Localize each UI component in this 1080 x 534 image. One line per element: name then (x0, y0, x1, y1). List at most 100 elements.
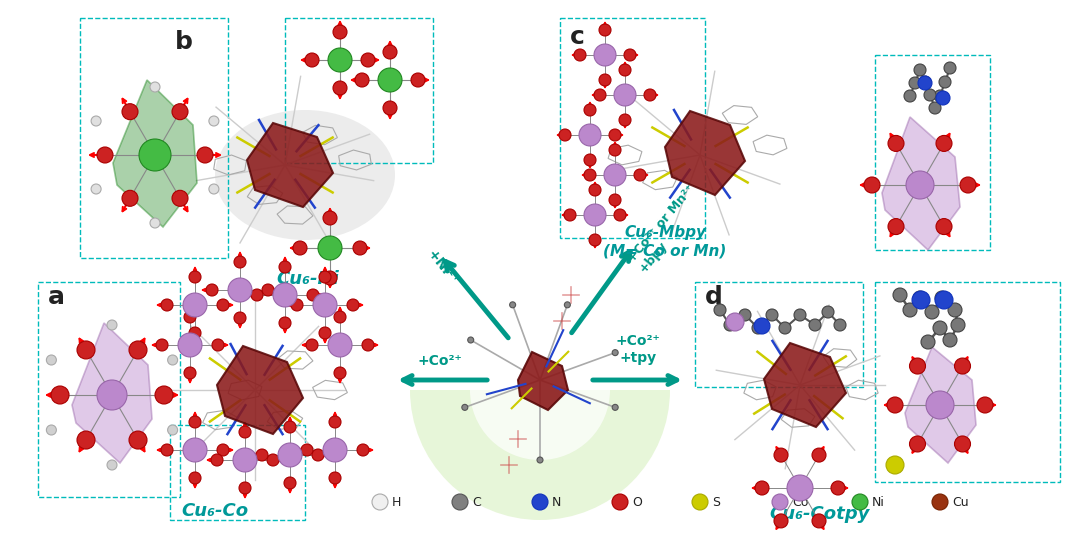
Circle shape (599, 74, 611, 86)
Circle shape (323, 271, 337, 285)
Circle shape (150, 82, 160, 92)
Circle shape (46, 425, 56, 435)
Circle shape (228, 278, 252, 302)
Circle shape (943, 333, 957, 347)
Circle shape (462, 404, 468, 410)
Text: Cu₆-Cotpy: Cu₆-Cotpy (770, 505, 870, 523)
Circle shape (328, 333, 352, 357)
Circle shape (319, 327, 330, 339)
Circle shape (921, 335, 935, 349)
Circle shape (323, 211, 337, 225)
Circle shape (355, 73, 369, 87)
Bar (696, 282, 863, 387)
Circle shape (333, 25, 347, 39)
Circle shape (328, 48, 352, 72)
Circle shape (754, 318, 770, 334)
Circle shape (612, 350, 618, 356)
Circle shape (172, 104, 188, 120)
Text: N: N (552, 496, 562, 508)
Circle shape (906, 171, 934, 199)
Circle shape (278, 443, 302, 467)
Circle shape (312, 449, 324, 461)
Circle shape (779, 322, 791, 334)
Text: C: C (472, 496, 481, 508)
Circle shape (378, 68, 402, 92)
Circle shape (161, 444, 173, 456)
Circle shape (924, 305, 939, 319)
Circle shape (888, 136, 904, 152)
Circle shape (233, 448, 257, 472)
Circle shape (822, 306, 834, 318)
Circle shape (239, 426, 251, 438)
Polygon shape (882, 117, 960, 250)
Circle shape (284, 477, 296, 489)
Circle shape (129, 341, 147, 359)
Circle shape (609, 144, 621, 156)
Circle shape (279, 317, 291, 329)
Circle shape (167, 355, 177, 365)
Circle shape (293, 241, 307, 255)
Circle shape (624, 49, 636, 61)
Circle shape (726, 313, 744, 331)
Bar (875, 55, 990, 250)
Circle shape (774, 448, 788, 462)
Circle shape (594, 89, 606, 101)
Circle shape (107, 320, 117, 330)
Circle shape (184, 311, 195, 323)
Circle shape (383, 45, 397, 59)
Circle shape (334, 367, 346, 379)
Text: +Co²⁺
+tpy: +Co²⁺ +tpy (616, 334, 660, 365)
Circle shape (122, 104, 138, 120)
Circle shape (234, 256, 246, 268)
Ellipse shape (215, 110, 395, 240)
Circle shape (609, 129, 621, 141)
Circle shape (468, 337, 474, 343)
Circle shape (934, 90, 946, 102)
Text: Cu₆-Mbpy
(M= Co or Mn): Cu₆-Mbpy (M= Co or Mn) (604, 225, 727, 258)
Text: Cu: Cu (951, 496, 969, 508)
Circle shape (960, 177, 976, 193)
Bar (561, 18, 705, 238)
Circle shape (936, 218, 951, 234)
Circle shape (579, 124, 600, 146)
Circle shape (234, 312, 246, 324)
Text: b: b (175, 30, 193, 54)
Circle shape (951, 318, 966, 332)
Circle shape (256, 449, 268, 461)
Circle shape (565, 302, 570, 308)
Circle shape (97, 147, 113, 163)
Bar (80, 18, 228, 258)
Circle shape (362, 339, 374, 351)
Circle shape (619, 64, 631, 76)
Circle shape (411, 73, 426, 87)
Circle shape (724, 319, 735, 331)
Circle shape (161, 299, 173, 311)
Circle shape (634, 169, 646, 181)
Circle shape (887, 397, 903, 413)
Circle shape (305, 53, 319, 67)
Circle shape (831, 481, 845, 495)
Circle shape (955, 436, 971, 452)
Circle shape (612, 494, 627, 510)
Circle shape (599, 24, 611, 36)
Circle shape (323, 438, 347, 462)
Circle shape (864, 177, 880, 193)
Circle shape (929, 102, 941, 114)
Circle shape (470, 320, 610, 460)
Circle shape (208, 184, 219, 194)
Circle shape (573, 49, 586, 61)
Text: +Ni²⁺: +Ni²⁺ (423, 247, 460, 288)
Circle shape (936, 91, 950, 105)
Circle shape (977, 397, 993, 413)
Circle shape (594, 44, 616, 66)
Circle shape (184, 367, 195, 379)
Circle shape (183, 438, 207, 462)
Circle shape (139, 139, 171, 171)
Circle shape (909, 436, 926, 452)
Circle shape (372, 494, 388, 510)
Circle shape (77, 341, 95, 359)
Circle shape (189, 271, 201, 283)
Circle shape (306, 339, 318, 351)
Circle shape (615, 209, 626, 221)
Circle shape (692, 494, 708, 510)
